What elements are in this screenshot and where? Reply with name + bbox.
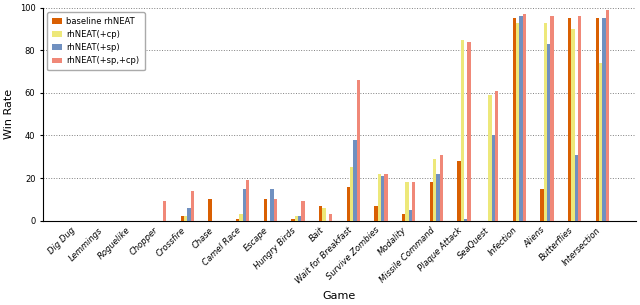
Bar: [495, 91, 499, 221]
Bar: [599, 63, 602, 221]
Bar: [523, 14, 526, 221]
Bar: [429, 182, 433, 221]
Bar: [291, 219, 294, 221]
Bar: [464, 219, 467, 221]
Bar: [408, 210, 412, 221]
Bar: [492, 135, 495, 221]
Bar: [547, 44, 550, 221]
Bar: [301, 202, 305, 221]
Bar: [436, 174, 440, 221]
Bar: [516, 23, 519, 221]
Bar: [550, 16, 554, 221]
Bar: [184, 217, 188, 221]
Bar: [519, 16, 523, 221]
Bar: [191, 191, 194, 221]
Bar: [294, 217, 298, 221]
Bar: [243, 189, 246, 221]
Bar: [402, 214, 405, 221]
Bar: [467, 42, 470, 221]
Bar: [384, 174, 388, 221]
Bar: [347, 187, 350, 221]
Bar: [274, 199, 277, 221]
Bar: [440, 155, 443, 221]
Bar: [513, 18, 516, 221]
Bar: [353, 140, 356, 221]
Bar: [356, 80, 360, 221]
Bar: [405, 182, 408, 221]
Bar: [350, 167, 353, 221]
Bar: [378, 174, 381, 221]
Bar: [540, 189, 543, 221]
Bar: [236, 219, 239, 221]
Legend: baseline rhNEAT, rhNEAT(+cp), rhNEAT(+sp), rhNEAT(+sp,+cp): baseline rhNEAT, rhNEAT(+cp), rhNEAT(+sp…: [47, 12, 145, 70]
Bar: [433, 159, 436, 221]
Bar: [381, 176, 384, 221]
Bar: [568, 18, 572, 221]
Bar: [602, 18, 605, 221]
Bar: [461, 40, 464, 221]
Bar: [488, 95, 492, 221]
Bar: [578, 16, 581, 221]
Bar: [572, 29, 575, 221]
Bar: [605, 10, 609, 221]
Bar: [543, 23, 547, 221]
Y-axis label: Win Rate: Win Rate: [4, 89, 14, 139]
Bar: [323, 208, 326, 221]
Bar: [188, 208, 191, 221]
X-axis label: Game: Game: [323, 291, 356, 301]
Bar: [239, 214, 243, 221]
Bar: [264, 199, 267, 221]
Bar: [163, 202, 166, 221]
Bar: [596, 18, 599, 221]
Bar: [329, 214, 332, 221]
Bar: [319, 206, 323, 221]
Bar: [458, 161, 461, 221]
Bar: [270, 189, 274, 221]
Bar: [575, 155, 578, 221]
Bar: [246, 180, 250, 221]
Bar: [298, 217, 301, 221]
Bar: [209, 199, 212, 221]
Bar: [412, 182, 415, 221]
Bar: [180, 217, 184, 221]
Bar: [374, 206, 378, 221]
